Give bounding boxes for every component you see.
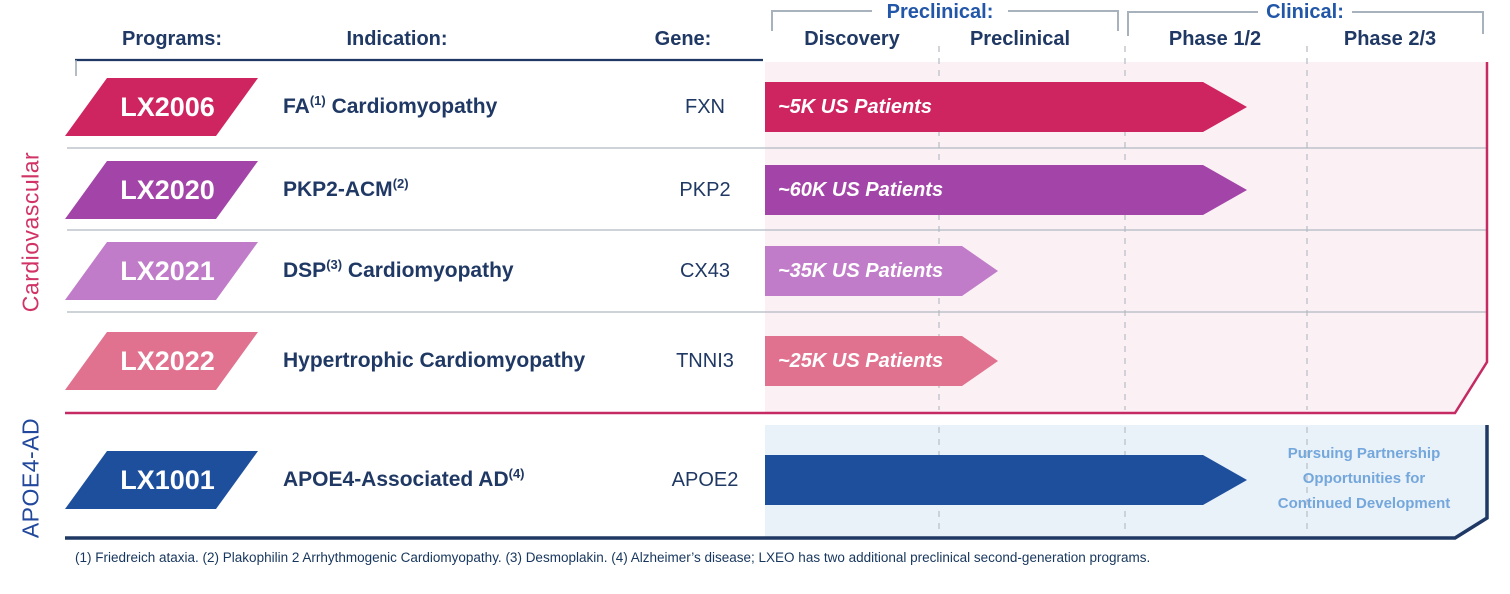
clinical-group-header: Clinical:: [1266, 1, 1344, 23]
indication-text: FA: [283, 95, 310, 118]
indication-label: FA(1) Cardiomyopathy: [283, 92, 497, 122]
patient-count-label: ~25K US Patients: [778, 349, 944, 372]
indication-label: APOE4-Associated AD(4): [283, 465, 525, 495]
partnership-note-line: Opportunities for: [1302, 470, 1426, 487]
indication-label: PKP2-ACM(2): [283, 175, 409, 205]
gene-label: CX43: [679, 260, 731, 282]
stage-header-preclinical: Preclinical: [969, 28, 1071, 50]
partnership-note: Pursuing Partnership Opportunities for C…: [1258, 441, 1470, 516]
partnership-note-line: Pursuing Partnership: [1287, 445, 1441, 462]
gene-label: FXN: [685, 96, 725, 118]
pipeline-arrow-lx2022: ~25K US Patients: [765, 336, 998, 386]
stage-header-phase23: Phase 2/3: [1343, 28, 1437, 50]
indication-label: Hypertrophic Cardiomyopathy: [283, 346, 585, 376]
gene-label: TNNI3: [676, 350, 734, 372]
stage-header-discovery: Discovery: [804, 28, 900, 50]
indication-text: Hypertrophic Cardiomyopathy: [283, 349, 586, 372]
indication-text-rest: Cardiomyopathy: [342, 259, 514, 282]
pipeline-arrow-lx2020: ~60K US Patients: [765, 165, 1247, 215]
gene-label: APOE2: [671, 469, 739, 491]
indication-text: APOE4-Associated AD: [283, 468, 509, 491]
patient-count-label: ~60K US Patients: [778, 178, 944, 201]
indication-footnote-ref: (3): [326, 257, 343, 272]
section-label-cardiovascular: Cardiovascular: [17, 151, 44, 313]
indication-footnote-ref: (4): [508, 466, 525, 481]
pipeline-arrow-lx1001: [765, 455, 1247, 505]
indication-footnote-ref: (1): [309, 93, 326, 108]
programs-column-header: Programs:: [121, 28, 223, 50]
pipeline-arrow-lx2006: ~5K US Patients: [765, 82, 1247, 132]
section-label-apoe4-ad: APOE4-AD: [17, 417, 44, 539]
indication-text: DSP: [283, 259, 327, 282]
gene-column-header: Gene:: [654, 28, 712, 50]
footnote: (1) Friedreich ataxia. (2) Plakophilin 2…: [75, 550, 1151, 565]
indication-column-header: Indication:: [346, 28, 448, 50]
patient-count-label: ~35K US Patients: [778, 259, 944, 282]
stage-header-phase12: Phase 1/2: [1168, 28, 1262, 50]
preclinical-group-header: Preclinical:: [886, 1, 994, 23]
indication-text: PKP2-ACM: [283, 178, 393, 201]
partnership-note-line: Continued Development: [1277, 495, 1451, 512]
gene-label: PKP2: [679, 179, 731, 201]
indication-footnote-ref: (2): [392, 176, 409, 191]
indication-label: DSP(3) Cardiomyopathy: [283, 256, 514, 286]
indication-text-rest: Cardiomyopathy: [325, 95, 498, 118]
patient-count-label: ~5K US Patients: [778, 95, 932, 118]
pipeline-arrow-lx2021: ~35K US Patients: [765, 246, 998, 296]
